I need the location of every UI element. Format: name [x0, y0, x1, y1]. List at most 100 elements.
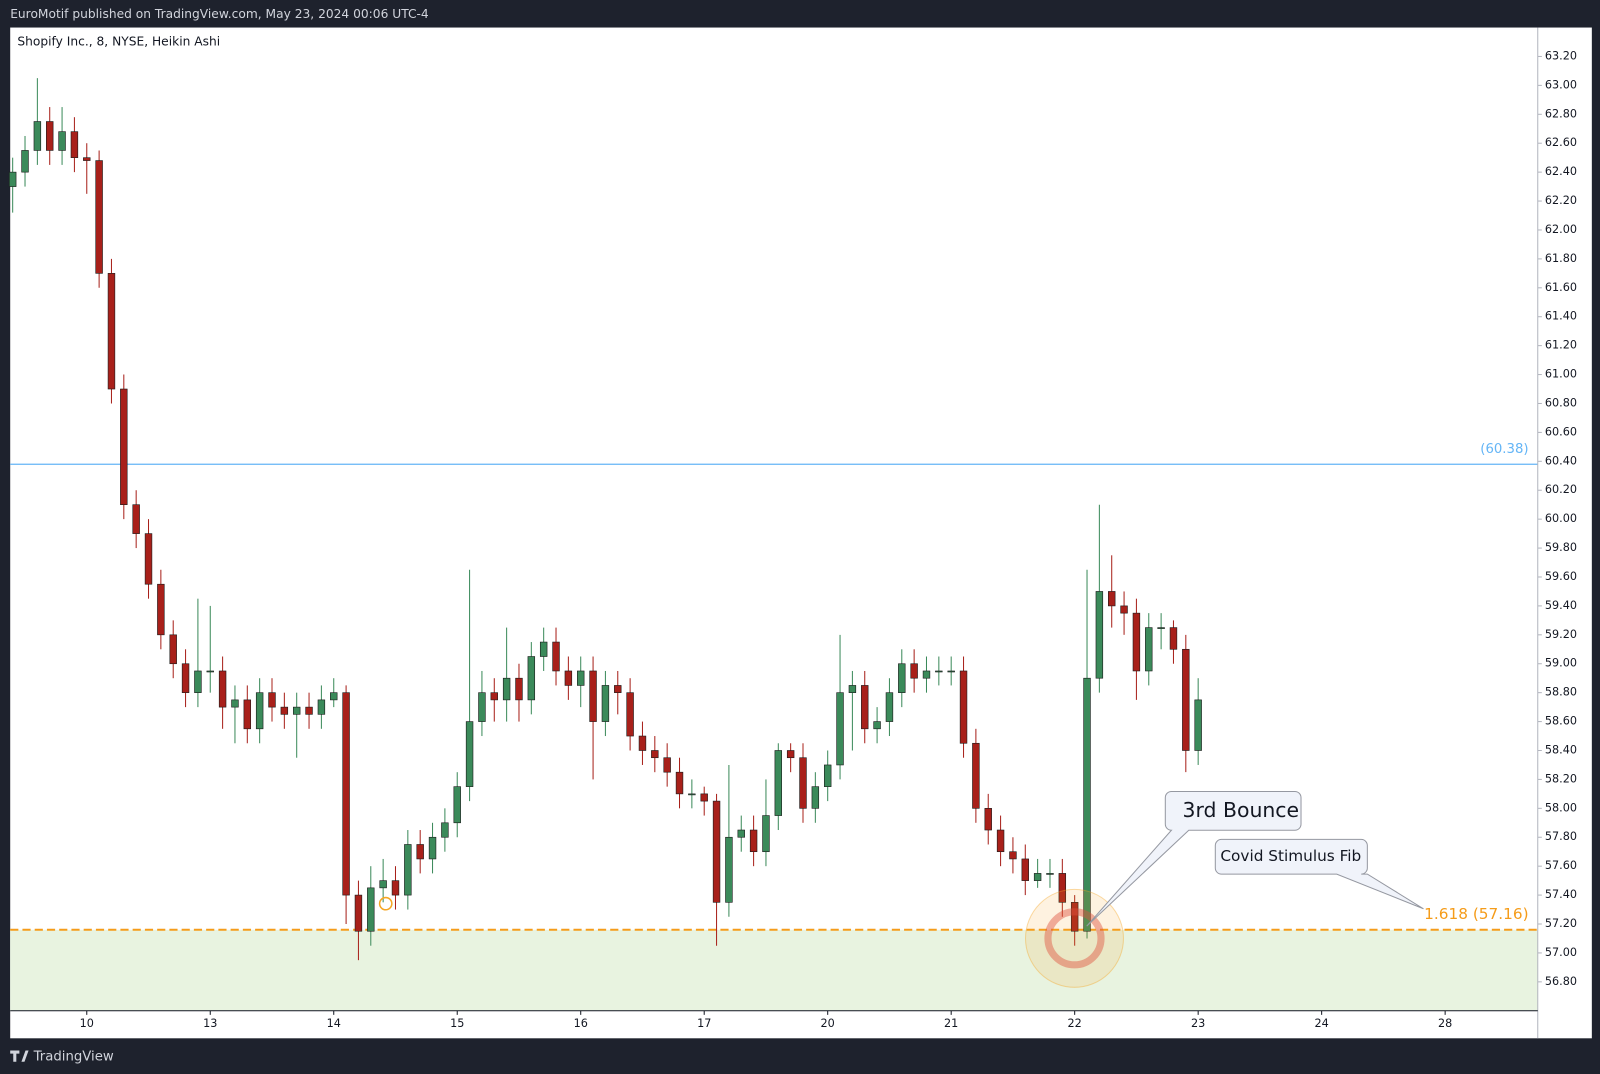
candle-body: [811, 786, 820, 809]
candle-body: [1058, 873, 1067, 903]
y-tick-label: 60.20: [1545, 483, 1577, 496]
y-tick-label: 61.80: [1545, 252, 1577, 265]
y-tick-label: 58.60: [1545, 715, 1577, 728]
candle-body: [972, 742, 980, 809]
candle-body: [120, 388, 128, 505]
y-tick-label: 59.00: [1545, 657, 1577, 670]
y-tick-label: 56.80: [1545, 975, 1577, 988]
candle-body: [898, 663, 906, 693]
candle-body: [947, 670, 955, 673]
candle-body: [663, 757, 671, 773]
candle-body: [688, 793, 696, 796]
candle-body: [379, 880, 387, 889]
y-tick-label: 58.40: [1545, 743, 1577, 756]
candle-body: [651, 750, 659, 759]
candle-body: [502, 677, 511, 701]
candle-body: [1182, 648, 1190, 751]
y-tick-label: 61.00: [1545, 368, 1577, 381]
y-tick-label: 63.20: [1545, 49, 1577, 62]
candle-body: [342, 692, 350, 896]
candle-body: [218, 670, 227, 708]
y-tick-label: 57.60: [1545, 859, 1577, 872]
candle-body: [354, 894, 363, 932]
candle-body: [799, 757, 807, 809]
candle-body: [453, 786, 461, 824]
y-tick-label: 57.20: [1545, 917, 1577, 930]
chart-panel: [10, 27, 1592, 1039]
y-tick-label: 58.80: [1545, 686, 1577, 699]
level-label: 1.618 (57.16): [1424, 905, 1528, 923]
candle-body: [465, 721, 474, 787]
candle-body: [157, 583, 165, 636]
y-tick-label: 61.40: [1545, 310, 1577, 323]
candle-body: [181, 663, 190, 693]
y-tick-label: 59.60: [1545, 570, 1577, 583]
publish-header: EuroMotif published on TradingView.com, …: [10, 7, 429, 21]
x-tick-label: 20: [821, 1017, 835, 1030]
candle-body: [700, 793, 708, 802]
candle-body: [749, 829, 758, 853]
axis-layer: 56.80 57.00 57.20 57.40 57.60 57.80 58.00 58.20…: [80, 49, 1577, 1030]
candle-body: [8, 171, 17, 187]
symbol-title: Shopify Inc., 8, NYSE, Heikin Ashi: [17, 34, 220, 48]
y-tick-label: 60.00: [1545, 512, 1577, 525]
y-tick-label: 57.00: [1545, 946, 1577, 959]
candle-body: [231, 699, 239, 708]
y-tick-label: 62.40: [1545, 165, 1577, 178]
x-tick-label: 21: [944, 1017, 958, 1030]
x-tick-label: 14: [327, 1017, 341, 1030]
candle-body: [935, 670, 943, 673]
candle-body: [1157, 627, 1165, 629]
candle-body: [169, 634, 177, 665]
y-tick-label: 60.60: [1545, 425, 1577, 438]
y-tick-label: 62.60: [1545, 136, 1577, 149]
candle-body: [330, 692, 338, 701]
x-tick-label: 13: [203, 1017, 217, 1030]
y-tick-label: 57.80: [1545, 830, 1577, 843]
candle-body: [70, 131, 79, 158]
candle-layer: [8, 78, 1202, 961]
candle-body: [786, 750, 795, 759]
candle-body: [46, 121, 54, 151]
x-tick-label: 10: [80, 1017, 94, 1030]
candle-body: [959, 670, 968, 744]
candle-body: [601, 685, 610, 722]
candle-body: [1169, 627, 1178, 650]
y-tick-label: 60.40: [1545, 454, 1577, 467]
candle-body: [95, 160, 103, 274]
y-tick-label: 59.40: [1545, 599, 1577, 612]
candle-body: [305, 706, 313, 715]
candle-body: [194, 670, 202, 693]
candle-body: [107, 273, 116, 390]
brand-name: TradingView: [33, 1050, 114, 1065]
candle-body: [83, 157, 91, 161]
candle-body: [391, 880, 400, 896]
x-tick-label: 23: [1191, 1017, 1205, 1030]
y-tick-label: 58.20: [1545, 772, 1577, 785]
y-tick-label: 57.40: [1545, 888, 1577, 901]
y-tick-label: 61.60: [1545, 281, 1577, 294]
candle-body: [280, 706, 289, 715]
candle-body: [404, 844, 412, 896]
candle-body: [367, 887, 375, 932]
candle-body: [1083, 677, 1091, 932]
candle-body: [1009, 851, 1017, 860]
candle-body: [490, 692, 498, 701]
y-tick-label: 63.00: [1545, 78, 1577, 91]
candle-body: [441, 822, 449, 838]
y-tick-label: 62.00: [1545, 223, 1577, 236]
level-zone: [10, 929, 1538, 1011]
candle-body: [515, 677, 523, 701]
candle-body: [1095, 591, 1104, 679]
candle-body: [836, 692, 844, 766]
candle-body: [132, 504, 140, 534]
y-tick-label: 59.20: [1545, 628, 1577, 641]
bounce-ring: [1044, 908, 1105, 969]
y-tick-label: 62.20: [1545, 194, 1577, 207]
candle-body: [292, 706, 301, 715]
candle-body: [848, 685, 857, 693]
candle-body: [1194, 699, 1202, 751]
level-layer: (60.38) 1.618 (57.16): [10, 442, 1538, 931]
